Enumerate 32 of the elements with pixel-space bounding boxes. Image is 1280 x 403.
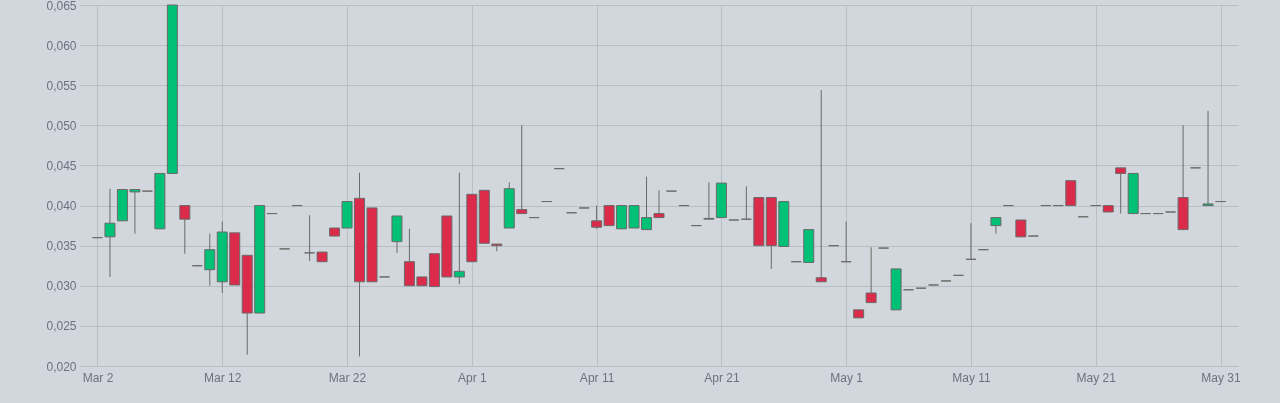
candlestick [740,185,752,220]
y-tick-label: 0,065 [46,0,77,13]
candlestick [204,233,216,287]
x-tick-label: Apr 1 [457,370,487,385]
candlestick [815,89,827,283]
candlestick [965,222,977,260]
y-tick-label: 0,045 [46,158,77,173]
y-tick-label: 0,025 [46,319,77,334]
y-tick-label: 0,030 [46,279,77,294]
x-tick-label: May 31 [1201,370,1242,385]
candlestick [1115,167,1127,215]
x-tick-label: May 11 [952,370,992,385]
y-tick-label: 0,020 [46,359,77,374]
x-tick-label: Mar 22 [328,370,367,385]
x-tick-label: Mar 12 [204,370,242,385]
x-tick-label: May 21 [1076,370,1117,385]
x-tick-label: May 1 [830,370,864,385]
candlestick [840,221,852,263]
y-tick-label: 0,035 [46,239,77,254]
candlestick [1202,110,1214,207]
x-tick-label: Mar 2 [82,370,114,385]
y-tick-label: 0,055 [46,78,77,93]
candlestick [865,246,877,304]
x-tick-label: Apr 11 [579,370,615,385]
candlestick [179,205,191,255]
x-tick-label: Apr 21 [704,370,740,385]
y-tick-label: 0,060 [46,38,77,53]
candlestick [703,181,715,220]
candlestick [990,217,1002,235]
candlestick [104,188,116,278]
y-tick-label: 0,050 [46,118,77,133]
y-tick-label: 0,040 [46,199,77,214]
